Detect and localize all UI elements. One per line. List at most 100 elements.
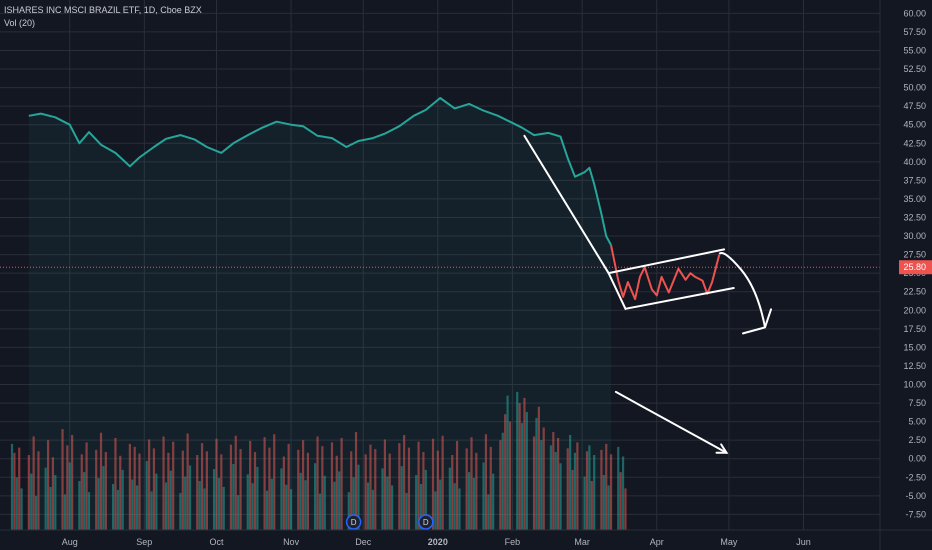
volume-bar bbox=[99, 432, 103, 530]
volume-bar bbox=[128, 443, 131, 530]
volume-bar bbox=[229, 444, 233, 530]
volume-bar bbox=[617, 446, 620, 530]
volume-bar bbox=[66, 445, 69, 530]
volume-bar bbox=[475, 452, 478, 530]
volume-bar bbox=[83, 472, 86, 530]
y-tick-label: -7.50 bbox=[905, 509, 926, 519]
x-tick-label: Sep bbox=[136, 537, 152, 547]
y-tick-label: 0.00 bbox=[908, 454, 926, 464]
y-tick-label: 52.50 bbox=[903, 64, 926, 74]
volume-bar bbox=[205, 451, 208, 530]
y-tick-label: 5.00 bbox=[908, 417, 926, 427]
volume-bar bbox=[299, 472, 302, 530]
arrow-line[interactable] bbox=[614, 390, 728, 454]
volume-bar bbox=[571, 469, 574, 530]
time-axis[interactable]: Aug Sep Oct Nov Dec 2020 Feb Mar Apr May Jun bbox=[0, 529, 932, 547]
volume-bar bbox=[63, 494, 67, 530]
volume-bar bbox=[287, 443, 290, 530]
volume-bar bbox=[51, 457, 54, 530]
volume-bar bbox=[357, 464, 360, 530]
volume-bar bbox=[304, 480, 307, 530]
last-price-badge-label: 25.80 bbox=[903, 262, 926, 272]
dividend-event-marker[interactable] bbox=[345, 514, 362, 530]
volume-bar bbox=[364, 454, 367, 530]
y-tick-label: 17.50 bbox=[903, 324, 926, 334]
y-tick-label: 55.00 bbox=[903, 45, 926, 55]
y-tick-label: 7.50 bbox=[908, 398, 926, 408]
volume-bar bbox=[297, 449, 300, 530]
dividend-event-label: D bbox=[423, 518, 429, 527]
price-line-uptrend[interactable] bbox=[28, 97, 612, 246]
volume-bar bbox=[559, 463, 562, 530]
volume-bar bbox=[366, 482, 370, 530]
volume-bar bbox=[573, 452, 577, 530]
curved-arrow[interactable] bbox=[718, 252, 766, 328]
price-series bbox=[0, 97, 880, 530]
volume-bar bbox=[607, 485, 610, 530]
volume-bar bbox=[340, 437, 343, 530]
volume-bar bbox=[451, 455, 454, 530]
volume-bar bbox=[455, 440, 459, 530]
chart-grid bbox=[0, 0, 880, 530]
channel-lower[interactable] bbox=[624, 287, 735, 310]
volume-bar bbox=[350, 451, 353, 530]
y-tick-label: 37.50 bbox=[903, 175, 926, 185]
volume-bar bbox=[386, 476, 389, 530]
volume-bar bbox=[407, 447, 411, 530]
volume-bar bbox=[169, 470, 172, 530]
volume-bar bbox=[164, 482, 168, 530]
dividend-event-marker[interactable] bbox=[418, 514, 434, 530]
volume-bar bbox=[44, 467, 47, 530]
volume-bar bbox=[369, 444, 372, 530]
volume-bar bbox=[352, 477, 355, 530]
volume-bar bbox=[222, 486, 225, 530]
volume-bar bbox=[152, 448, 156, 530]
dividend-event-label: D bbox=[351, 518, 357, 527]
volume-bar bbox=[523, 397, 526, 530]
volume-bar bbox=[465, 448, 468, 530]
volume-bar bbox=[49, 486, 52, 530]
volume-bar bbox=[104, 452, 107, 530]
volume-bar bbox=[251, 483, 254, 530]
volume-bar bbox=[400, 466, 403, 530]
channel-left[interactable] bbox=[607, 272, 627, 310]
volume-bar bbox=[609, 454, 613, 530]
volume-bar bbox=[20, 488, 23, 530]
volume-bar bbox=[306, 452, 310, 530]
volume-bar bbox=[335, 455, 338, 530]
volume-bar bbox=[537, 406, 540, 530]
volume-bar bbox=[179, 492, 182, 530]
volume-bar bbox=[133, 446, 136, 530]
price-line-downtrend[interactable] bbox=[610, 244, 721, 301]
volume-bar bbox=[138, 453, 141, 530]
volume-bar bbox=[10, 443, 14, 530]
volume-bar bbox=[588, 445, 591, 530]
y-tick-label: 50.00 bbox=[903, 83, 926, 93]
symbol-title[interactable]: ISHARES INC MSCI BRAZIL ETF, 1D, Cboe BZ… bbox=[4, 5, 202, 15]
volume-bar bbox=[347, 492, 350, 530]
volume-bar bbox=[585, 451, 589, 530]
y-tick-label: -5.00 bbox=[905, 491, 926, 501]
volume-bar bbox=[583, 476, 586, 530]
volume-indicator-title[interactable]: Vol (20) bbox=[4, 18, 36, 28]
volume-bar bbox=[234, 435, 237, 530]
arrow-line[interactable] bbox=[523, 134, 610, 275]
volume-bar bbox=[85, 442, 88, 530]
volume-bar bbox=[68, 462, 71, 530]
y-tick-label: 30.00 bbox=[903, 231, 926, 241]
volume-bar bbox=[119, 455, 122, 530]
volume-bar bbox=[203, 488, 206, 530]
channel-upper[interactable] bbox=[607, 248, 726, 275]
volume-bar bbox=[34, 495, 38, 530]
y-tick-label: 45.00 bbox=[903, 120, 926, 130]
volume-bar bbox=[200, 443, 204, 530]
volume-bar bbox=[391, 485, 394, 530]
volume-bar bbox=[263, 437, 266, 530]
drawing-annotations[interactable] bbox=[523, 134, 773, 454]
last-price-badge-box bbox=[899, 260, 932, 275]
volume-bar bbox=[61, 429, 64, 530]
y-tick-label: 22.50 bbox=[903, 287, 926, 297]
volume-bar bbox=[458, 488, 461, 530]
